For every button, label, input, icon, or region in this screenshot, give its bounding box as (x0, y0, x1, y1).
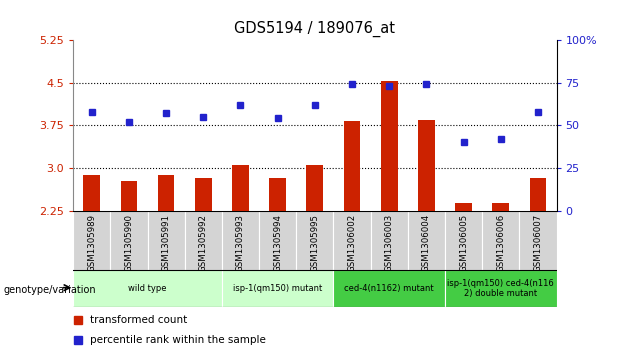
Text: GSM1306002: GSM1306002 (347, 213, 357, 272)
Bar (520, 211, 556, 270)
Text: GSM1306003: GSM1306003 (385, 213, 394, 272)
Bar (195, 178, 212, 211)
Bar (121, 181, 137, 211)
Text: GSM1305989: GSM1305989 (87, 213, 96, 272)
Bar (333, 270, 445, 307)
Bar (381, 81, 398, 211)
Text: isp-1(qm150) ced-4(n116
2) double mutant: isp-1(qm150) ced-4(n116 2) double mutant (447, 279, 554, 298)
Text: wild type: wild type (128, 284, 167, 293)
Text: GSM1305990: GSM1305990 (125, 213, 134, 272)
Bar (222, 211, 259, 270)
Bar (530, 178, 546, 211)
Text: genotype/variation: genotype/variation (3, 285, 96, 295)
Text: GSM1305993: GSM1305993 (236, 213, 245, 272)
Bar (333, 211, 371, 270)
Bar (83, 175, 100, 211)
Bar (455, 203, 472, 211)
Bar (73, 211, 110, 270)
Bar (445, 270, 556, 307)
Text: GSM1305992: GSM1305992 (199, 213, 208, 272)
Bar (259, 211, 296, 270)
Bar (445, 211, 482, 270)
Bar (184, 211, 222, 270)
Text: GSM1305995: GSM1305995 (310, 213, 319, 272)
Bar (222, 270, 333, 307)
Bar (158, 175, 174, 211)
Text: percentile rank within the sample: percentile rank within the sample (90, 335, 266, 345)
Title: GDS5194 / 189076_at: GDS5194 / 189076_at (234, 21, 396, 37)
Bar (371, 211, 408, 270)
Bar (269, 178, 286, 211)
Text: GSM1306007: GSM1306007 (534, 213, 543, 272)
Bar (418, 120, 435, 211)
Text: GSM1305994: GSM1305994 (273, 213, 282, 272)
Text: isp-1(qm150) mutant: isp-1(qm150) mutant (233, 284, 322, 293)
Bar (307, 165, 323, 211)
Text: transformed count: transformed count (90, 315, 188, 325)
Bar (408, 211, 445, 270)
Bar (296, 211, 333, 270)
Text: GSM1306004: GSM1306004 (422, 213, 431, 272)
Bar (73, 270, 222, 307)
Bar (343, 121, 361, 211)
Bar (110, 211, 148, 270)
Text: GSM1306005: GSM1306005 (459, 213, 468, 272)
Bar (482, 211, 520, 270)
Text: GSM1306006: GSM1306006 (496, 213, 505, 272)
Bar (232, 165, 249, 211)
Bar (148, 211, 184, 270)
Text: ced-4(n1162) mutant: ced-4(n1162) mutant (344, 284, 434, 293)
Bar (492, 203, 509, 211)
Text: GSM1305991: GSM1305991 (162, 213, 170, 272)
